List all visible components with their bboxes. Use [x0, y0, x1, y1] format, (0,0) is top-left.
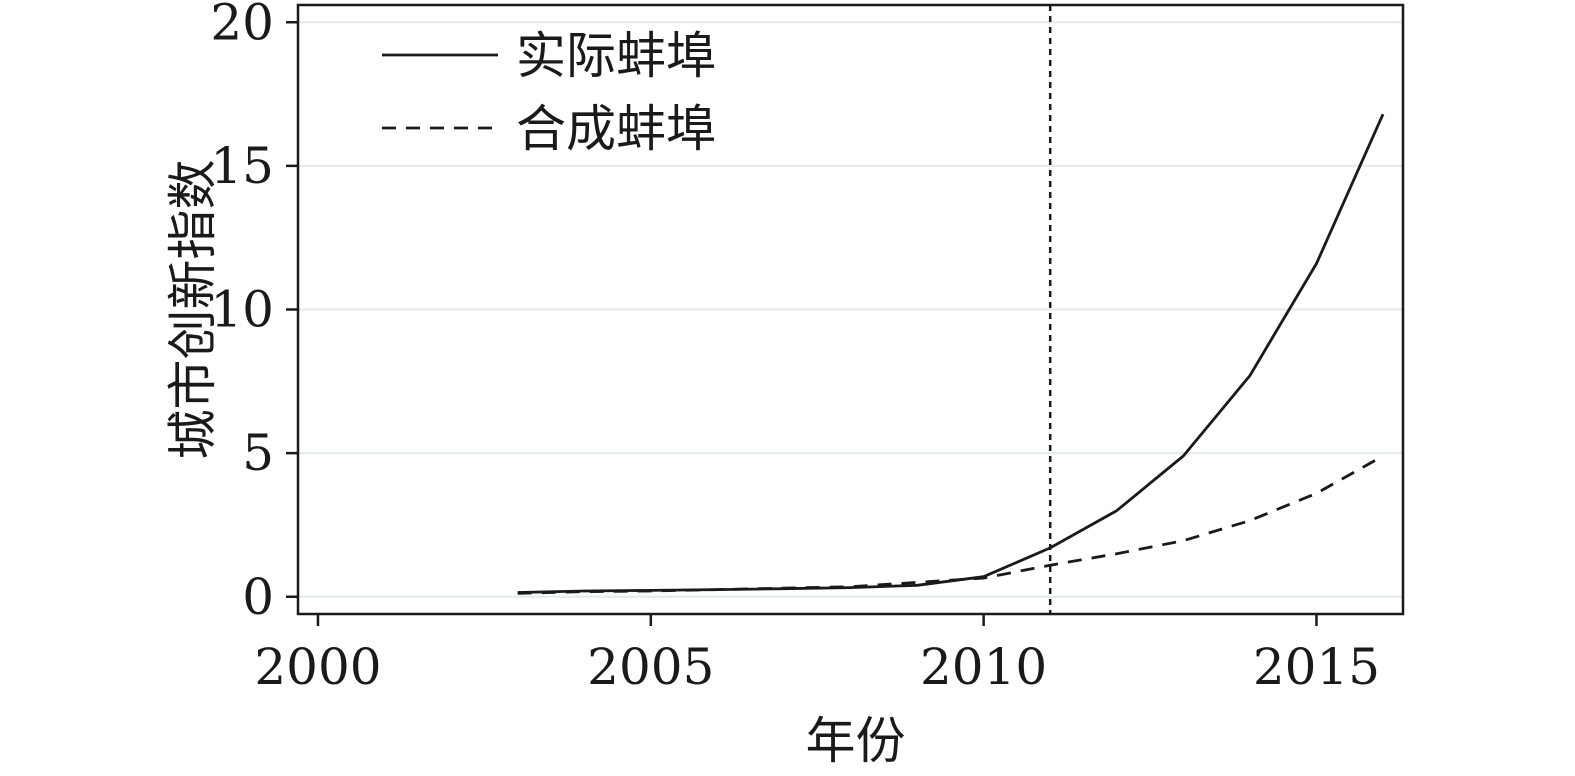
- y-axis-title: 城市创新指数: [164, 160, 222, 460]
- x-tick-label: 2000: [254, 638, 381, 696]
- y-tick-label: 20: [210, 0, 274, 51]
- x-tick-label: 2010: [920, 638, 1047, 696]
- series-line-1: [517, 454, 1384, 595]
- series-line-0: [517, 113, 1385, 594]
- series-group: [517, 113, 1385, 595]
- y-tick-label: 15: [210, 137, 274, 195]
- x-tick-label: 2005: [587, 638, 714, 696]
- y-tick-label: 0: [242, 568, 274, 626]
- x-tick-label: 2015: [1253, 638, 1380, 696]
- legend-label-1: 合成蚌埠: [516, 100, 716, 158]
- gridlines: [298, 21, 1403, 598]
- x-axis-title: 年份: [806, 712, 906, 770]
- axis-ticks: 0 5 10 15 20 2000 2005 2010 2015: [210, 0, 1380, 696]
- y-tick-label: 10: [210, 281, 274, 339]
- legend-label-0: 实际蚌埠: [516, 27, 716, 85]
- y-tick-label: 5: [242, 424, 274, 482]
